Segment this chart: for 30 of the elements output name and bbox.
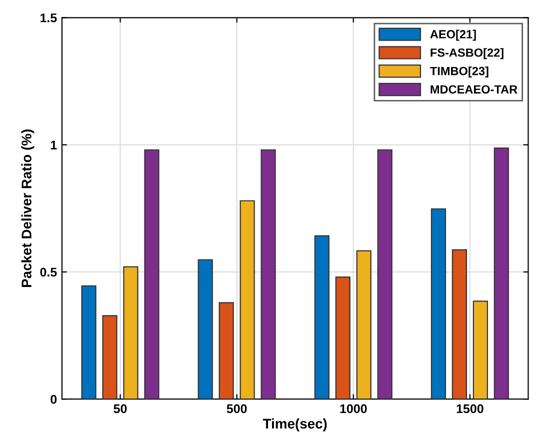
bar xyxy=(472,300,488,400)
y-tick-label: 0.5 xyxy=(40,268,57,277)
bar xyxy=(123,266,138,400)
y-tick-label: 1 xyxy=(50,140,57,150)
bar xyxy=(81,285,96,400)
bar xyxy=(314,235,330,400)
legend-label: MDCEAEO-TAR xyxy=(430,85,518,94)
x-tick-label: 500 xyxy=(226,404,247,414)
bar xyxy=(260,149,276,400)
x-tick-label: 50 xyxy=(114,404,127,414)
bar xyxy=(452,249,467,400)
bar xyxy=(356,250,372,400)
y-tick-label: 0 xyxy=(50,394,57,404)
legend-label: AEO[21] xyxy=(430,30,476,41)
y-tick-label: 1.5 xyxy=(40,14,57,22)
x-axis-title: Time(sec) xyxy=(262,418,327,432)
bar xyxy=(144,149,160,400)
bar xyxy=(218,302,234,400)
bar xyxy=(494,148,509,400)
bar xyxy=(335,276,350,400)
x-tick-label: 1000 xyxy=(340,404,367,414)
legend-label: FS-ASBO[22] xyxy=(430,48,504,60)
bar xyxy=(198,259,213,400)
y-axis-title: Packet Deliver Ratio (%) xyxy=(21,130,34,287)
bar xyxy=(430,208,446,400)
bar xyxy=(240,200,255,400)
legend-label: TIMBO[23] xyxy=(430,66,488,78)
bar xyxy=(377,149,392,400)
x-tick-label: 1500 xyxy=(456,404,484,414)
bar xyxy=(102,315,118,400)
